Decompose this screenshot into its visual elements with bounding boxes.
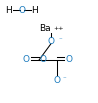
Text: O: O <box>53 76 60 85</box>
Text: O: O <box>23 55 30 64</box>
Text: ⁻: ⁻ <box>62 77 66 83</box>
Text: ⁻: ⁻ <box>58 37 62 43</box>
Text: ++: ++ <box>54 26 64 31</box>
Text: O: O <box>65 55 72 64</box>
Text: Ba: Ba <box>39 24 51 33</box>
Text: O: O <box>47 37 54 46</box>
Text: H: H <box>31 6 38 15</box>
Text: H: H <box>5 6 12 15</box>
Text: O: O <box>18 6 25 15</box>
Text: O: O <box>40 55 47 64</box>
